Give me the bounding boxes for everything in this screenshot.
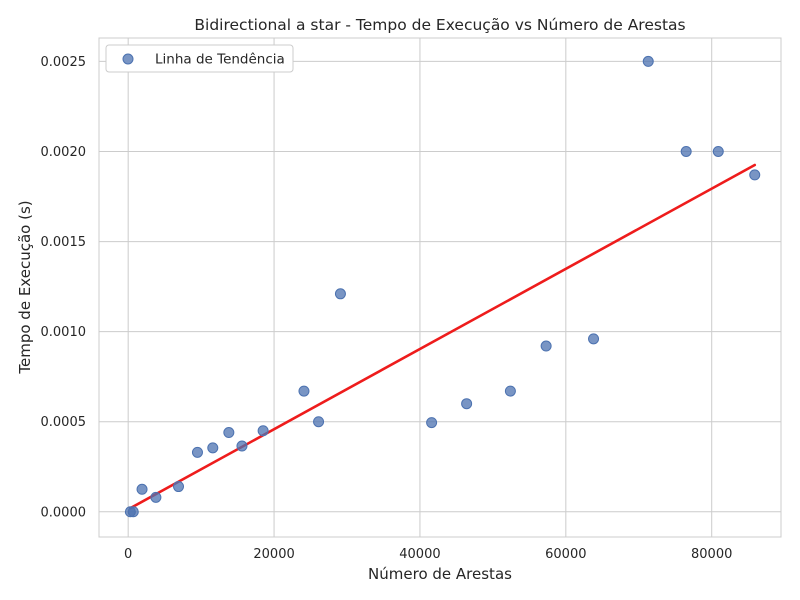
data-point <box>173 481 185 493</box>
trend-line-layer <box>129 163 757 510</box>
data-point <box>642 55 654 67</box>
grid <box>99 38 781 537</box>
x-tick-label: 40000 <box>399 547 440 562</box>
chart-title: Bidirectional a star - Tempo de Execução… <box>194 16 685 34</box>
legend: Linha de Tendência <box>105 44 294 73</box>
data-point <box>588 333 600 345</box>
legend-label: Linha de Tendência <box>155 52 285 68</box>
trend-line <box>129 163 757 510</box>
data-point <box>712 145 724 157</box>
legend-box <box>105 44 294 73</box>
data-point <box>504 385 516 397</box>
x-tick-label: 60000 <box>545 547 586 562</box>
data-point <box>334 288 346 300</box>
y-tick-label: 0.0020 <box>41 145 87 160</box>
data-point <box>749 169 761 181</box>
data-point <box>191 446 203 458</box>
y-axis-ticks: 0.0000 0.0005 0.0010 0.0015 0.0020 0.0025 <box>41 55 87 520</box>
legend-marker <box>122 53 134 65</box>
data-point <box>236 440 248 452</box>
y-tick-label: 0.0000 <box>41 505 87 520</box>
data-point <box>298 385 310 397</box>
data-point <box>426 417 438 429</box>
data-point <box>257 425 269 437</box>
y-axis-label: Tempo de Execução (s) <box>16 200 34 374</box>
y-tick-label: 0.0015 <box>41 235 87 250</box>
data-point <box>150 491 162 503</box>
data-point <box>313 416 325 428</box>
data-point <box>136 483 148 495</box>
y-tick-label: 0.0010 <box>41 325 87 340</box>
x-tick-label: 0 <box>124 547 132 562</box>
y-tick-label: 0.0005 <box>41 415 87 430</box>
x-axis-ticks: 0 20000 40000 60000 80000 <box>124 547 732 562</box>
plot-area <box>98 37 782 538</box>
data-point <box>540 340 552 352</box>
data-points <box>124 55 761 518</box>
x-axis-label: Número de Arestas <box>368 565 512 583</box>
x-tick-label: 20000 <box>253 547 294 562</box>
data-point <box>127 506 139 518</box>
data-point <box>461 398 473 410</box>
y-tick-label: 0.0025 <box>41 55 87 70</box>
data-point <box>680 145 692 157</box>
data-point <box>223 427 235 439</box>
data-point <box>207 442 219 454</box>
x-tick-label: 80000 <box>691 547 732 562</box>
